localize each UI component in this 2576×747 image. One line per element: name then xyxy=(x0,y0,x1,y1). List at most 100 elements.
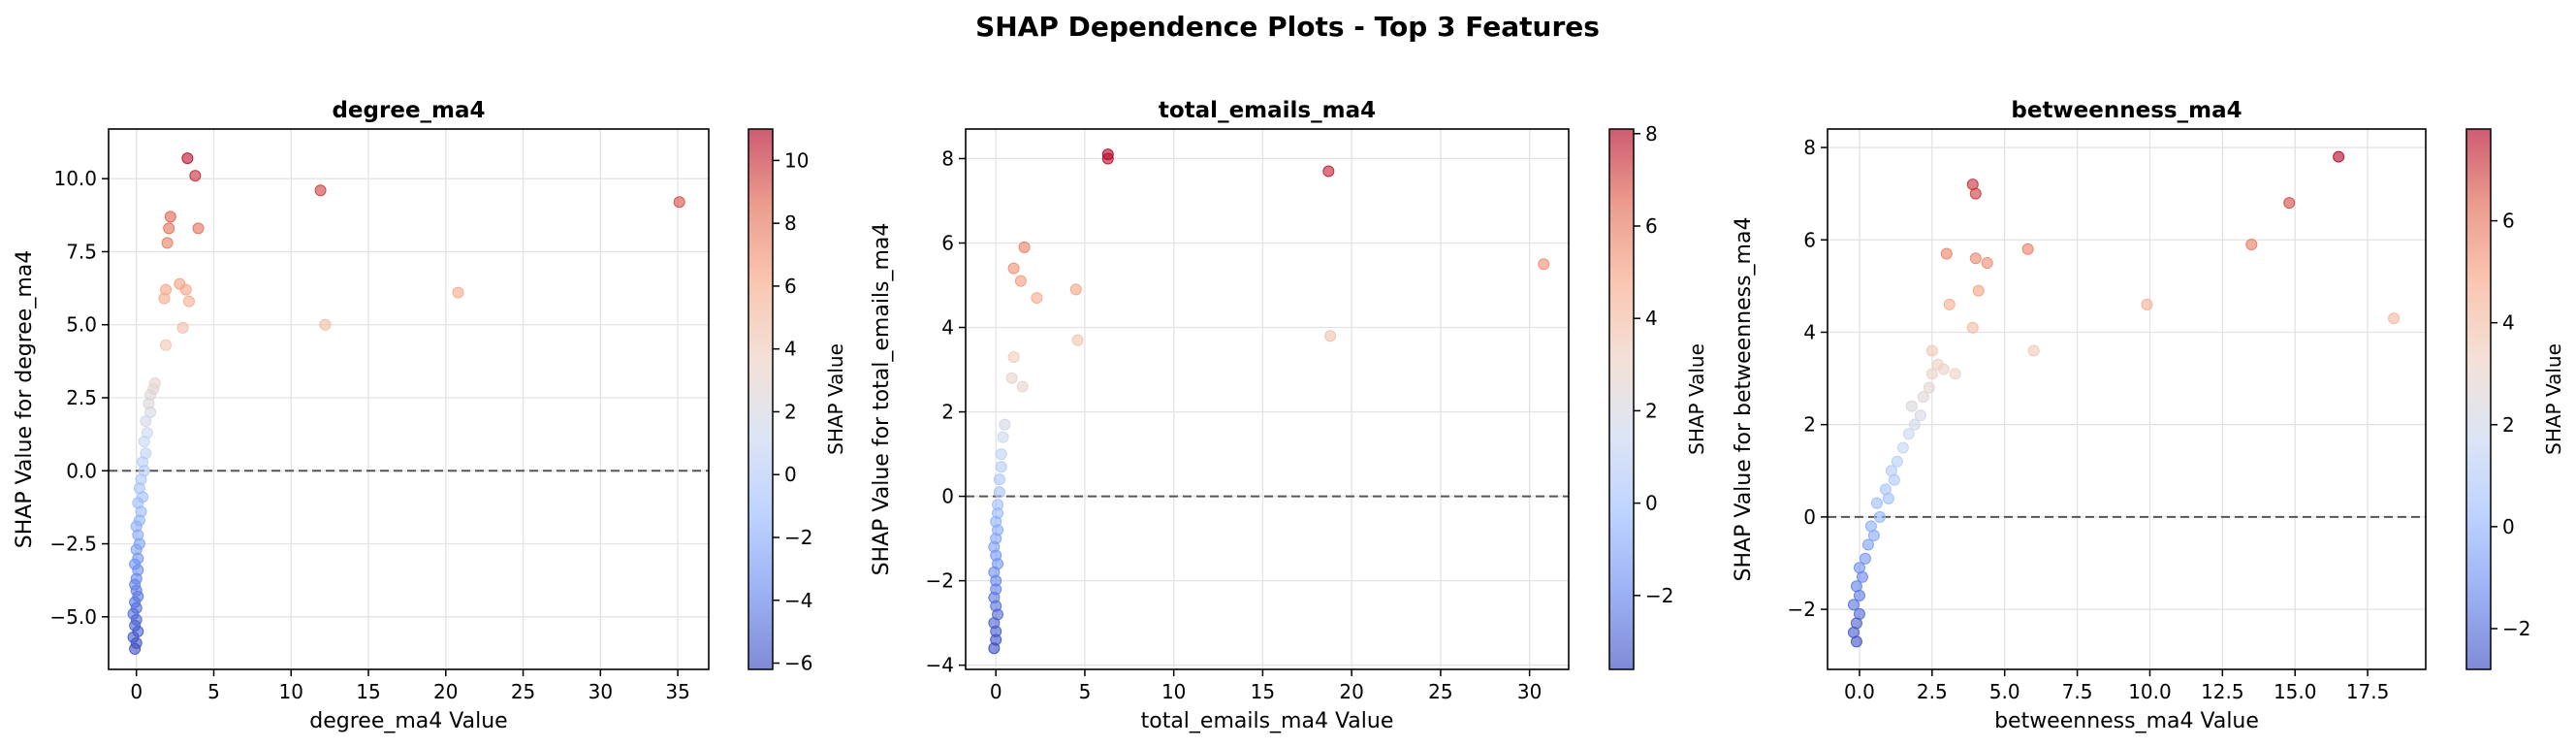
y-tick-label: 0 xyxy=(1803,505,1816,529)
x-tick-label: 17.5 xyxy=(2346,680,2390,703)
data-point xyxy=(1896,441,1909,454)
data-point xyxy=(176,321,189,334)
data-point xyxy=(1005,372,1018,384)
colorbar-tick-label: 6 xyxy=(2502,210,2515,233)
y-tick-label: 2 xyxy=(1803,413,1816,437)
data-point xyxy=(1905,400,1918,412)
data-point xyxy=(1943,298,1956,310)
data-point xyxy=(1069,283,1082,296)
x-tick-label: 5.0 xyxy=(1989,680,2020,703)
data-point xyxy=(1853,589,1865,601)
colorbar-tick-label: 0 xyxy=(1645,492,1658,515)
data-point xyxy=(2333,150,2345,163)
subplot-title: degree_ma4 xyxy=(332,98,485,123)
data-point xyxy=(1891,455,1903,468)
x-tick-label: 30 xyxy=(1517,680,1542,703)
data-point xyxy=(1888,473,1900,486)
colorbar-tick-label: −2 xyxy=(784,526,812,549)
data-point xyxy=(1016,380,1029,393)
x-tick-label: 2.5 xyxy=(1917,680,1948,703)
y-tick-label: 0 xyxy=(941,485,954,508)
data-point xyxy=(1014,275,1027,287)
colorbar-tick-label: −4 xyxy=(784,589,812,612)
data-point xyxy=(1882,492,1894,504)
x-axis-label: degree_ma4 Value xyxy=(309,709,507,733)
data-point xyxy=(673,196,685,209)
y-tick-label: 2 xyxy=(941,401,954,424)
x-tick-label: 25 xyxy=(511,680,535,703)
colorbar-tick-label: −2 xyxy=(1645,584,1673,607)
x-tick-label: 15.0 xyxy=(2274,680,2317,703)
colorbar-tick-label: 0 xyxy=(2502,515,2515,538)
data-point xyxy=(179,283,192,296)
x-tick-label: 10 xyxy=(1161,680,1186,703)
colorbar-tick-label: 6 xyxy=(1645,214,1658,238)
data-point xyxy=(1101,152,1114,165)
x-tick-label: 25 xyxy=(1428,680,1452,703)
x-tick-label: 10 xyxy=(279,680,303,703)
x-tick-label: 20 xyxy=(433,680,458,703)
x-tick-label: 7.5 xyxy=(2062,680,2093,703)
data-point xyxy=(182,295,195,308)
data-point xyxy=(1981,257,1993,270)
grid-lines xyxy=(966,129,1569,669)
y-axis-label: SHAP Value for total_emails_ma4 xyxy=(870,223,894,576)
colorbar-label: SHAP Value xyxy=(2542,343,2565,455)
data-point xyxy=(1937,363,1950,375)
x-tick-label: 0 xyxy=(130,680,143,703)
data-point xyxy=(1324,330,1337,342)
data-point xyxy=(1925,368,1938,380)
colorbar-fill xyxy=(2465,128,2492,670)
subplot-title: total_emails_ma4 xyxy=(1159,98,1376,123)
y-axis-label: SHAP Value for degree_ma4 xyxy=(13,250,37,548)
x-tick-label: 35 xyxy=(665,680,689,703)
y-axis-label: SHAP Value for betweenness_ma4 xyxy=(1732,217,1756,582)
data-point xyxy=(988,642,1001,655)
data-point xyxy=(138,436,150,448)
y-tick-label: −5.0 xyxy=(49,605,97,629)
data-point xyxy=(999,418,1011,431)
colorbar-tick-label: 10 xyxy=(784,148,809,172)
data-point xyxy=(1972,284,1985,297)
data-point xyxy=(1538,258,1550,271)
grid-lines xyxy=(1828,129,2426,669)
data-point xyxy=(2021,243,2034,255)
colorbar-tick-label: −2 xyxy=(2502,617,2530,640)
subplot-title: betweenness_ma4 xyxy=(2011,98,2242,123)
data-point xyxy=(1007,262,1020,275)
data-point xyxy=(1859,552,1871,565)
data-point xyxy=(2027,344,2040,357)
data-point xyxy=(2245,239,2258,251)
data-point xyxy=(993,473,1005,486)
axes-frame xyxy=(1827,128,2427,670)
scatter-points xyxy=(1847,150,2401,648)
y-tick-label: −2 xyxy=(1788,598,1816,621)
data-point xyxy=(319,318,332,331)
x-axis-label: total_emails_ma4 Value xyxy=(1141,709,1394,733)
data-point xyxy=(1914,409,1926,422)
grid-lines xyxy=(109,129,709,669)
colorbar-tick-label: 2 xyxy=(784,400,797,423)
data-point xyxy=(158,292,171,305)
data-point xyxy=(1847,599,1860,611)
data-point xyxy=(2388,312,2401,325)
data-point xyxy=(1873,510,1886,523)
data-point xyxy=(1966,321,1979,334)
colorbar-label: SHAP Value xyxy=(1685,343,1708,455)
data-point xyxy=(1007,350,1020,363)
data-point xyxy=(452,286,464,299)
data-point xyxy=(995,448,1007,461)
x-tick-label: 12.5 xyxy=(2201,680,2244,703)
data-point xyxy=(1322,165,1335,178)
data-point xyxy=(1902,428,1915,440)
colorbar-tick-label: 8 xyxy=(1645,122,1658,146)
data-point xyxy=(1969,187,1982,200)
data-point xyxy=(1867,529,1880,541)
data-point xyxy=(140,415,152,428)
data-point xyxy=(192,222,205,235)
y-tick-label: 6 xyxy=(941,231,954,254)
colorbar-tick-label: 4 xyxy=(2502,311,2515,335)
x-tick-label: 0 xyxy=(990,680,1002,703)
subplot-1: 0 5 10 15 20 25 30 35−5.0−2.50.02.55.07.510.0de… xyxy=(13,98,847,733)
